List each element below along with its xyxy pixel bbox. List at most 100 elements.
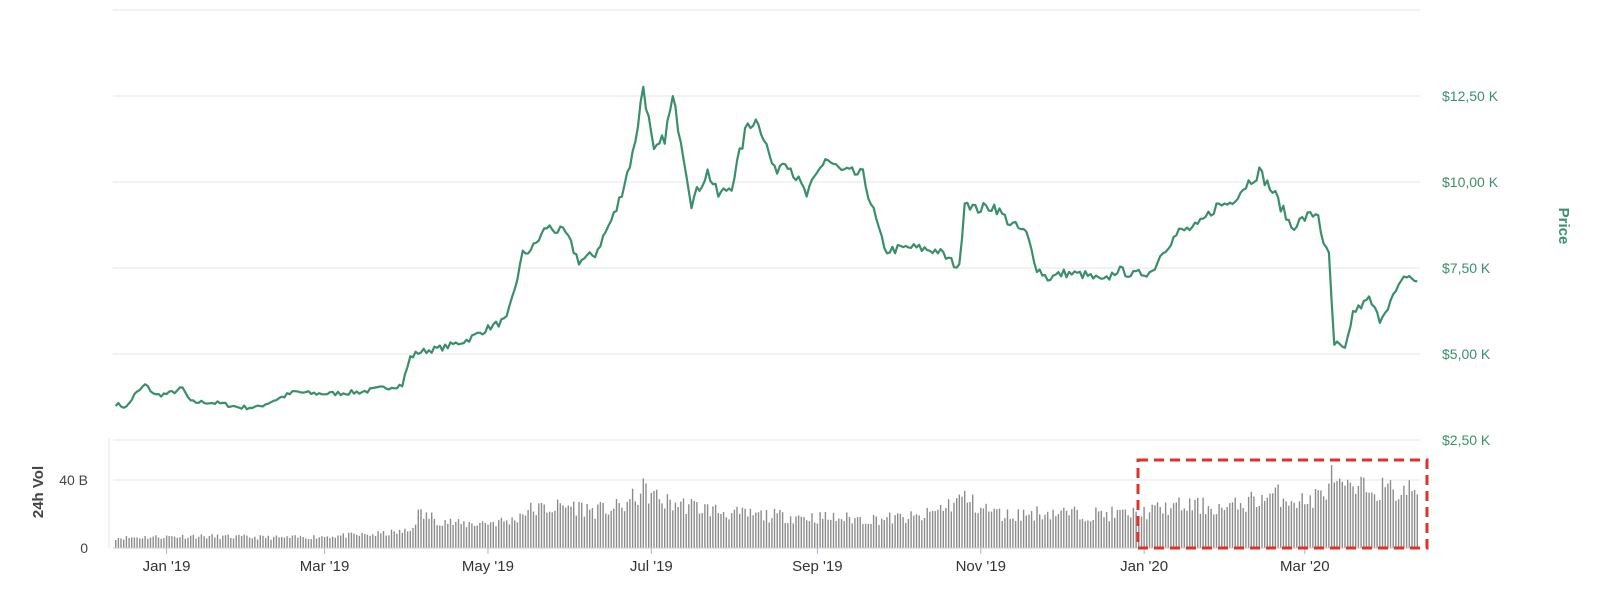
price-tick-label: $7,50 K: [1442, 260, 1491, 276]
volume-bar: [173, 536, 176, 548]
volume-bar: [401, 532, 403, 548]
volume-bar: [1103, 517, 1105, 548]
volume-bar: [187, 537, 189, 548]
volume-bar: [1189, 498, 1191, 548]
volume-bar: [1371, 492, 1373, 548]
volume-bar: [484, 523, 486, 548]
volume-bar: [899, 513, 902, 548]
volume-bar: [1100, 510, 1102, 548]
volume-bar: [939, 505, 942, 548]
volume-bar: [337, 535, 339, 548]
volume-bar: [637, 504, 639, 548]
volume-bar: [1389, 480, 1392, 548]
volume-bar: [1325, 499, 1327, 548]
volume-bar: [840, 519, 843, 548]
volume-bar: [476, 525, 478, 548]
volume-bar: [1368, 492, 1370, 548]
volume-bar: [1143, 506, 1145, 548]
volume-bar: [417, 509, 419, 548]
volume-bar: [996, 509, 998, 548]
volume-bar: [958, 494, 960, 548]
volume-bar: [816, 523, 819, 548]
volume-bar: [216, 534, 219, 548]
volume-bar: [998, 508, 1001, 548]
volume-bar: [385, 535, 387, 548]
volume-bar: [934, 511, 936, 548]
volume-bar: [299, 535, 302, 548]
volume-bar: [315, 538, 318, 548]
volume-bar: [374, 535, 377, 548]
volume-bar: [246, 535, 248, 548]
volume-bar: [856, 517, 859, 548]
volume-bar: [1344, 485, 1346, 548]
volume-bar: [897, 513, 899, 548]
volume-bar: [498, 520, 500, 548]
volume-bar: [1164, 502, 1167, 548]
volume-bar: [704, 504, 706, 548]
volume-bar: [806, 520, 808, 548]
volume-bar: [323, 537, 326, 548]
volume-bar: [540, 503, 543, 548]
volume-bar: [648, 503, 650, 548]
volume-bar: [915, 514, 918, 548]
volume-bar: [286, 536, 288, 548]
volume-bar: [586, 504, 588, 548]
volume-bar: [420, 509, 422, 548]
volume-bar: [556, 499, 559, 548]
volume-bar: [184, 538, 186, 548]
volume-bar: [206, 538, 208, 548]
volume-bar: [693, 500, 695, 548]
volume-bar: [977, 513, 979, 548]
volume-bar: [1167, 514, 1169, 548]
volume-bar: [1092, 520, 1094, 548]
volume-bar: [621, 507, 623, 548]
volume-bar: [1148, 512, 1151, 548]
volume-bar: [256, 539, 259, 548]
volume-bar: [1341, 481, 1343, 548]
volume-bar: [1293, 502, 1295, 548]
volume-bar: [736, 506, 738, 548]
volume-bar: [594, 518, 596, 548]
volume-bar: [562, 505, 564, 548]
volume-bar: [230, 537, 232, 548]
volume-bar: [814, 522, 816, 548]
volume-bar: [581, 502, 583, 548]
volume-bar: [487, 524, 489, 548]
volume-bar: [658, 499, 661, 548]
volume-bar: [712, 506, 714, 548]
volume-bar: [232, 538, 235, 548]
volume-bar: [366, 534, 369, 548]
volume-bar: [974, 512, 977, 548]
volume-bar: [195, 538, 197, 548]
volume-bar: [208, 535, 211, 548]
volume-bar: [779, 509, 781, 548]
volume-bar: [848, 517, 851, 548]
volume-bar: [921, 520, 923, 548]
volume-bar: [1411, 491, 1413, 548]
volume-bar: [136, 537, 138, 548]
volume-bar: [792, 523, 794, 548]
volume-bar: [988, 511, 990, 548]
volume-bar: [822, 518, 824, 548]
volume-bar: [1253, 496, 1255, 548]
volume-bar: [985, 503, 987, 548]
volume-bar: [1298, 501, 1301, 548]
volume-bar: [532, 511, 535, 548]
volume-bar: [334, 537, 336, 548]
volume-bar: [993, 508, 995, 548]
volume-bar: [190, 535, 192, 548]
volume-bar: [1255, 507, 1258, 548]
volume-bar: [1084, 521, 1086, 548]
volume-bar: [522, 514, 524, 548]
volume-bar: [1213, 514, 1215, 548]
volume-bar: [846, 512, 848, 548]
volume-bar: [645, 483, 647, 548]
volume-bar: [1028, 514, 1030, 548]
volume-bar: [776, 513, 778, 548]
volume-bar: [321, 536, 323, 548]
volume-bar: [722, 512, 725, 548]
volume-bar: [125, 535, 128, 548]
volume-bar: [752, 515, 754, 548]
volume-bar: [661, 503, 663, 548]
volume-bar: [913, 515, 915, 548]
